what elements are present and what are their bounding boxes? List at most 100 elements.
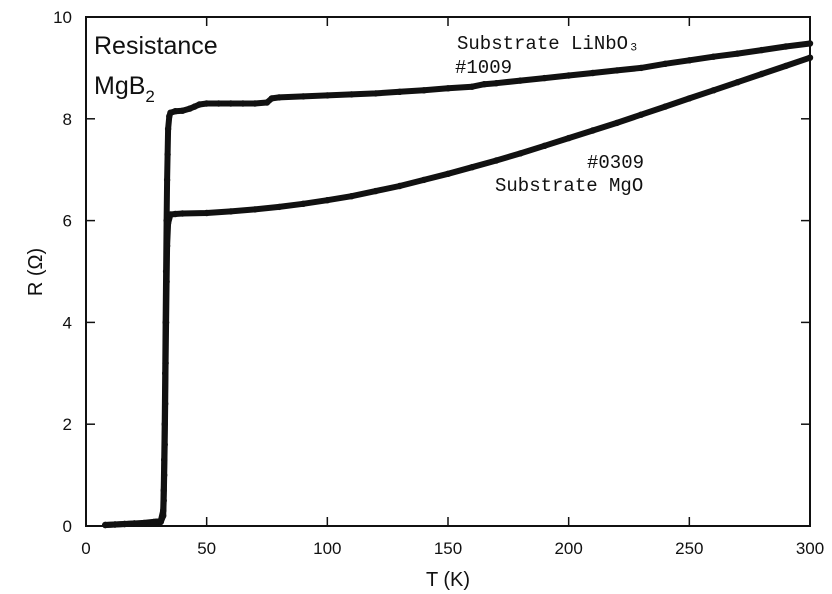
series-1-point bbox=[167, 109, 174, 116]
series-1-point bbox=[782, 43, 790, 50]
x-tick-label: 300 bbox=[796, 539, 824, 558]
series-1-point bbox=[239, 100, 247, 107]
series-2-point bbox=[140, 520, 148, 527]
series-2-point bbox=[111, 521, 119, 528]
series-1-curve bbox=[102, 40, 813, 528]
x-tick-label: 100 bbox=[313, 539, 341, 558]
series-2-point bbox=[251, 206, 259, 213]
series-1-point bbox=[372, 90, 379, 97]
series-2-point bbox=[517, 150, 524, 157]
series-2-point bbox=[565, 134, 572, 142]
series-1-point bbox=[806, 40, 814, 47]
series-2-point bbox=[541, 142, 548, 149]
x-tick-label: 0 bbox=[81, 539, 90, 558]
series-1-point bbox=[227, 100, 234, 107]
series-1-point bbox=[517, 77, 524, 84]
series-1-point bbox=[186, 105, 193, 112]
series-2-point bbox=[121, 520, 128, 528]
series-1-point bbox=[251, 100, 259, 107]
x-tick-label: 250 bbox=[675, 539, 703, 558]
series-1-point bbox=[179, 107, 186, 114]
ticks-group: 0 50 100 150 200 250 300 0 2 4 6 8 10 bbox=[53, 8, 824, 558]
series-1-sample-label: #1009 bbox=[455, 57, 512, 79]
series-1-point bbox=[203, 100, 210, 107]
x-axis-label: T (K) bbox=[426, 569, 470, 591]
series-2-point bbox=[348, 193, 355, 200]
series-2-point bbox=[161, 471, 168, 479]
series-2-point bbox=[161, 441, 168, 448]
series-1-point bbox=[300, 93, 307, 100]
series-2-point bbox=[782, 62, 790, 70]
series-1-point bbox=[589, 69, 596, 77]
series-2-point bbox=[227, 208, 234, 215]
y-axis-label: R (Ω) bbox=[25, 248, 47, 296]
series-2-point bbox=[162, 319, 170, 326]
series-1-point bbox=[324, 92, 331, 99]
series-1-point bbox=[710, 53, 717, 60]
series-1-point bbox=[396, 88, 403, 96]
series-2-point bbox=[163, 278, 170, 285]
series-2-point bbox=[589, 127, 596, 134]
series-1-point bbox=[541, 74, 548, 82]
series-2-point bbox=[686, 95, 693, 102]
series-2-point bbox=[300, 200, 307, 207]
series-2-point bbox=[734, 79, 741, 86]
series-2-point bbox=[179, 210, 186, 217]
x-tick-label: 150 bbox=[434, 539, 462, 558]
series-2-point bbox=[396, 182, 403, 190]
series-1-substrate-label: Substrate LiNbO₃ bbox=[457, 33, 639, 55]
series-1-point bbox=[164, 151, 171, 158]
series-1-point bbox=[444, 85, 452, 92]
y-tick-label: 8 bbox=[63, 110, 72, 129]
series-1 bbox=[102, 40, 814, 529]
series-2-substrate-label: Substrate MgO bbox=[495, 175, 643, 197]
series-1-point bbox=[662, 60, 669, 67]
series-2-point bbox=[160, 497, 167, 504]
series-1-point bbox=[613, 67, 621, 74]
series-2-point bbox=[172, 210, 179, 218]
series-2-point bbox=[157, 518, 164, 526]
series-2-point bbox=[162, 359, 169, 367]
y-tick-label: 4 bbox=[63, 313, 72, 332]
series-1-point bbox=[686, 57, 693, 64]
series-2-point bbox=[275, 203, 283, 211]
series-2-curve bbox=[102, 54, 813, 528]
data-points-group bbox=[102, 40, 814, 529]
series-1-point bbox=[172, 108, 179, 115]
y-tick-label: 6 bbox=[63, 212, 72, 231]
series-2-point bbox=[420, 176, 428, 184]
series-2-sample-label: #0309 bbox=[587, 152, 644, 174]
series-2-point bbox=[160, 512, 167, 519]
series-2-point bbox=[150, 519, 157, 527]
series-2-point bbox=[806, 54, 814, 61]
series-2-point bbox=[758, 70, 765, 78]
series-2-point bbox=[493, 157, 500, 164]
series-2-point bbox=[163, 242, 171, 250]
series-1-point bbox=[191, 103, 198, 110]
y-tick-label: 2 bbox=[63, 415, 72, 434]
series-1-point bbox=[164, 125, 172, 133]
series-2-point bbox=[164, 219, 172, 227]
x-tick-label: 200 bbox=[554, 539, 582, 558]
chart-title: Resistance bbox=[94, 32, 218, 60]
series-2-point bbox=[324, 197, 331, 204]
series-1-point bbox=[263, 99, 271, 106]
series-2-point bbox=[710, 87, 717, 94]
series-2 bbox=[102, 54, 814, 529]
series-1-point bbox=[758, 46, 765, 54]
series-2-point bbox=[613, 119, 621, 127]
series-2-point bbox=[662, 103, 669, 110]
series-1-point bbox=[734, 50, 741, 57]
series-2-point bbox=[444, 170, 452, 177]
series-1-point bbox=[348, 91, 355, 98]
series-2-point bbox=[372, 187, 379, 195]
y-tick-label: 0 bbox=[63, 517, 72, 536]
series-1-point bbox=[420, 87, 428, 94]
chart-title-formula: MgB bbox=[94, 72, 145, 100]
series-1-point bbox=[481, 81, 488, 88]
series-1-point bbox=[468, 83, 476, 90]
series-1-point bbox=[637, 64, 645, 72]
series-2-point bbox=[162, 400, 169, 407]
series-1-point bbox=[268, 95, 275, 102]
